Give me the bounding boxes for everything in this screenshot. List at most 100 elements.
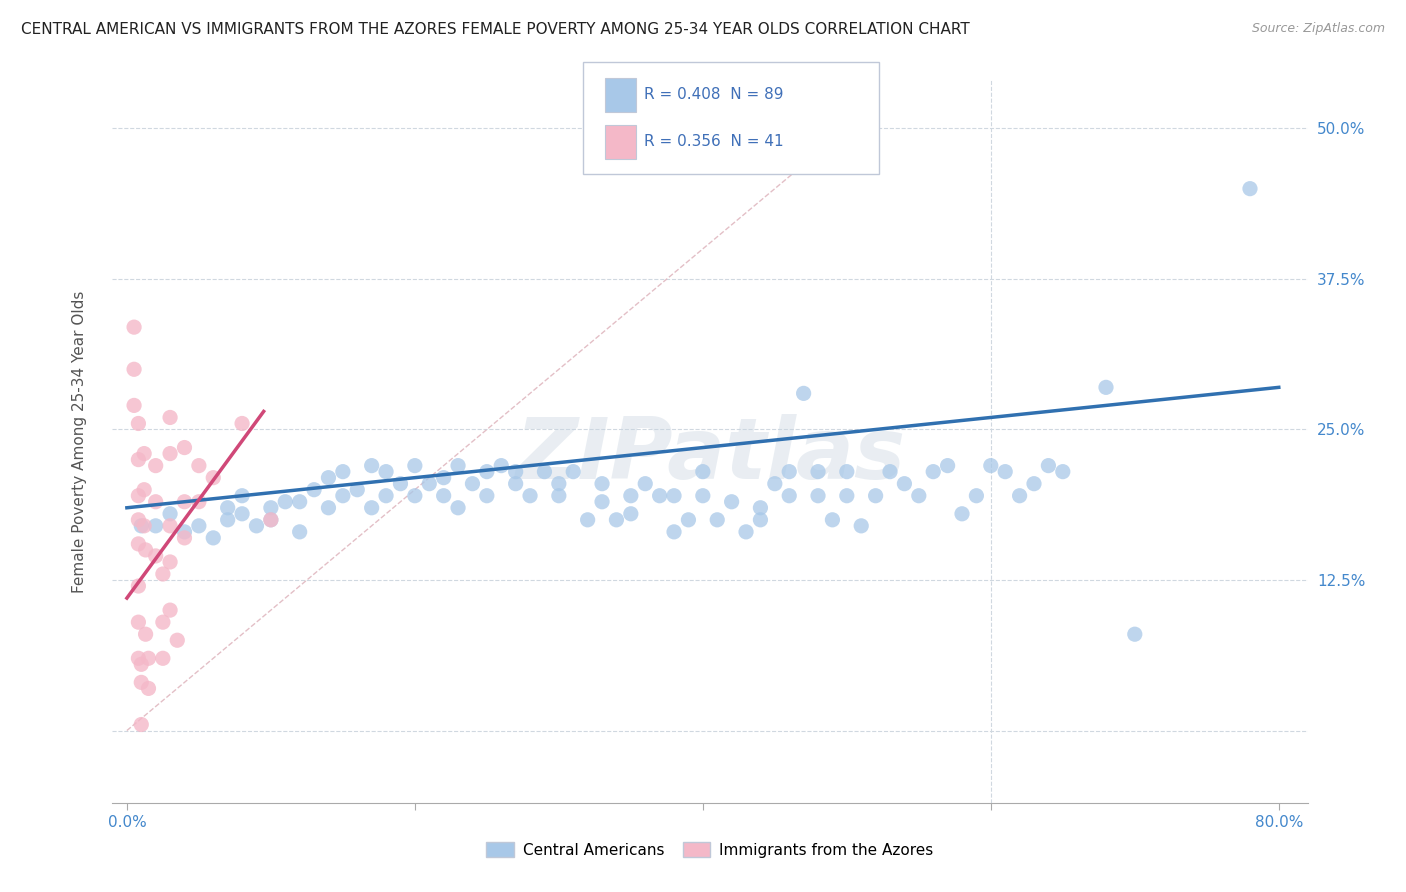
Point [145,518,167,533]
Point [122,398,145,412]
Point [605,513,627,527]
Point [260,513,283,527]
Point [1022,476,1045,491]
Legend: Central Americans, Immigrants from the Azores: Central Americans, Immigrants from the A… [481,836,939,863]
Point [375,465,398,479]
Point [922,465,945,479]
Point [375,489,398,503]
Point [692,489,714,503]
Point [807,465,830,479]
Point [187,494,209,508]
Point [879,465,901,479]
Point [202,531,225,545]
Point [138,651,160,665]
Y-axis label: Female Poverty Among 25-34 Year Olds: Female Poverty Among 25-34 Year Olds [72,291,87,592]
Point [662,524,685,539]
Point [145,458,167,473]
Point [260,500,283,515]
Point [134,518,156,533]
Point [591,476,613,491]
Point [907,489,929,503]
Point [159,518,181,533]
Point [135,627,157,641]
Point [217,513,239,527]
Point [129,675,152,690]
Point [260,513,283,527]
Point [318,500,340,515]
Point [706,513,728,527]
Point [135,542,157,557]
Point [620,489,643,503]
Point [231,417,253,431]
Point [735,524,758,539]
Point [576,513,599,527]
Point [122,320,145,334]
Point [152,567,174,582]
Point [145,494,167,508]
Point [519,489,541,503]
Point [475,489,498,503]
Point [447,500,470,515]
Text: CENTRAL AMERICAN VS IMMIGRANTS FROM THE AZORES FEMALE POVERTY AMONG 25-34 YEAR O: CENTRAL AMERICAN VS IMMIGRANTS FROM THE … [21,22,970,37]
Point [360,500,382,515]
Point [821,513,844,527]
Point [591,494,613,508]
Point [634,476,657,491]
Point [807,489,830,503]
Point [835,489,858,503]
Point [152,615,174,630]
Point [187,458,209,473]
Point [936,458,959,473]
Point [865,489,887,503]
Point [662,489,685,503]
Point [389,476,412,491]
Point [835,465,858,479]
Point [404,458,426,473]
Point [620,507,643,521]
Text: R = 0.356  N = 41: R = 0.356 N = 41 [644,135,783,149]
Point [245,518,267,533]
Point [159,507,181,521]
Point [134,483,156,497]
Text: R = 0.408  N = 89: R = 0.408 N = 89 [644,87,783,102]
Point [505,465,527,479]
Point [533,465,555,479]
Point [994,465,1017,479]
Point [491,458,513,473]
Point [950,507,973,521]
Point [152,651,174,665]
Point [720,494,742,508]
Point [127,537,149,551]
Point [418,476,440,491]
Point [318,471,340,485]
Point [145,549,167,563]
Point [965,489,987,503]
Point [332,489,354,503]
Point [447,458,470,473]
Point [127,579,149,593]
Point [138,681,160,696]
Point [166,633,188,648]
Point [288,524,311,539]
Point [547,489,569,503]
Point [288,494,311,508]
Point [505,476,527,491]
Point [749,513,772,527]
Point [127,489,149,503]
Point [547,476,569,491]
Text: Source: ZipAtlas.com: Source: ZipAtlas.com [1251,22,1385,36]
Point [360,458,382,473]
Point [1095,380,1118,394]
Point [202,471,225,485]
Point [778,489,800,503]
Point [173,531,195,545]
Point [129,657,152,672]
Point [127,452,149,467]
Point [793,386,815,401]
Point [217,500,239,515]
Point [302,483,325,497]
Point [231,489,253,503]
Point [475,465,498,479]
Point [274,494,297,508]
Point [749,500,772,515]
